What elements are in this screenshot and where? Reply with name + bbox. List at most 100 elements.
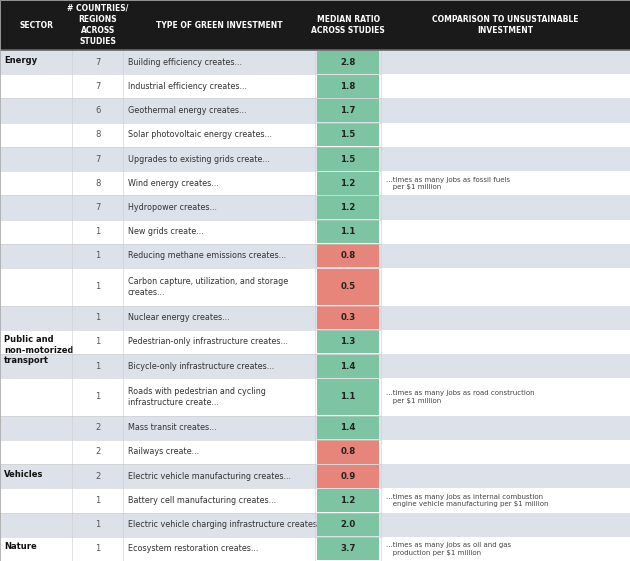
Bar: [0, 513, 630, 537]
Bar: [317, 416, 379, 439]
Text: 1: 1: [95, 362, 100, 371]
Bar: [0, 488, 630, 513]
Bar: [0, 416, 630, 440]
Text: 6: 6: [95, 106, 100, 115]
Text: Building efficiency creates...: Building efficiency creates...: [128, 58, 242, 67]
Text: Roads with pedestrian and cycling
infrastructure create...: Roads with pedestrian and cycling infras…: [128, 387, 266, 407]
Text: Bicycle-only infrastructure creates...: Bicycle-only infrastructure creates...: [128, 362, 274, 371]
Text: 1: 1: [95, 544, 100, 553]
Text: 2.8: 2.8: [340, 58, 356, 67]
Text: 1.2: 1.2: [340, 496, 356, 505]
Text: 1: 1: [95, 251, 100, 260]
Bar: [317, 489, 379, 512]
Text: 2: 2: [95, 423, 100, 432]
Text: 1.8: 1.8: [340, 82, 356, 91]
Bar: [317, 148, 379, 171]
Text: 0.8: 0.8: [340, 448, 356, 457]
Text: 0.9: 0.9: [340, 472, 356, 481]
Bar: [0, 0, 630, 50]
Text: 1.2: 1.2: [340, 179, 356, 188]
Bar: [0, 123, 630, 147]
Bar: [317, 99, 379, 122]
Text: 1: 1: [95, 337, 100, 346]
Text: 0.5: 0.5: [340, 282, 356, 291]
Text: 1.1: 1.1: [340, 392, 356, 402]
Text: 1.2: 1.2: [340, 203, 356, 212]
Text: 1.5: 1.5: [340, 130, 356, 139]
Text: Electric vehicle charging infrastructure creates: Electric vehicle charging infrastructure…: [128, 520, 317, 529]
Text: Industrial efficiency creates...: Industrial efficiency creates...: [128, 82, 247, 91]
Text: 1.3: 1.3: [340, 337, 356, 346]
Text: ...times as many jobs as internal combustion
   engine vehicle manufacturing per: ...times as many jobs as internal combus…: [386, 494, 549, 507]
Text: Ecosystem restoration creates...: Ecosystem restoration creates...: [128, 544, 258, 553]
Text: ...times as many jobs as oil and gas
   production per $1 million: ...times as many jobs as oil and gas pro…: [386, 542, 512, 555]
Text: 8: 8: [95, 130, 100, 139]
Text: Carbon capture, utilization, and storage
creates...: Carbon capture, utilization, and storage…: [128, 277, 288, 297]
Text: 2.0: 2.0: [340, 520, 356, 529]
Text: 7: 7: [95, 58, 100, 67]
Bar: [0, 464, 630, 488]
Text: 1.7: 1.7: [340, 106, 356, 115]
Text: Vehicles: Vehicles: [4, 470, 43, 479]
Text: ...times as many jobs as fossil fuels
   per $1 million: ...times as many jobs as fossil fuels pe…: [386, 177, 510, 190]
Bar: [317, 355, 379, 378]
Bar: [0, 50, 630, 74]
Text: # COUNTRIES/
REGIONS
ACROSS
STUDIES: # COUNTRIES/ REGIONS ACROSS STUDIES: [67, 4, 129, 46]
Text: 7: 7: [95, 203, 100, 212]
Text: Hydropower creates...: Hydropower creates...: [128, 203, 217, 212]
Text: TYPE OF GREEN INVESTMENT: TYPE OF GREEN INVESTMENT: [156, 21, 282, 30]
Bar: [0, 354, 630, 378]
Bar: [317, 513, 379, 536]
Text: New grids create...: New grids create...: [128, 227, 203, 236]
Text: Solar photovoltaic energy creates...: Solar photovoltaic energy creates...: [128, 130, 272, 139]
Text: 1.4: 1.4: [340, 423, 356, 432]
Text: Energy: Energy: [4, 56, 37, 65]
Bar: [0, 537, 630, 561]
Bar: [317, 306, 379, 329]
Text: 2: 2: [95, 472, 100, 481]
Bar: [0, 378, 630, 416]
Text: SECTOR: SECTOR: [20, 21, 53, 30]
Bar: [0, 74, 630, 99]
Text: 1: 1: [95, 520, 100, 529]
Text: 7: 7: [95, 82, 100, 91]
Bar: [0, 440, 630, 464]
Bar: [317, 220, 379, 243]
Text: Electric vehicle manufacturing creates...: Electric vehicle manufacturing creates..…: [128, 472, 291, 481]
Text: 8: 8: [95, 179, 100, 188]
Bar: [317, 465, 379, 488]
Bar: [0, 268, 630, 306]
Text: 3.7: 3.7: [340, 544, 356, 553]
Text: COMPARISON TO UNSUSTAINABLE
INVESTMENT: COMPARISON TO UNSUSTAINABLE INVESTMENT: [432, 15, 579, 35]
Bar: [0, 171, 630, 195]
Bar: [0, 306, 630, 330]
Bar: [0, 330, 630, 354]
Bar: [0, 147, 630, 171]
Text: Railways create...: Railways create...: [128, 448, 199, 457]
Bar: [317, 50, 379, 73]
Text: Geothermal energy creates...: Geothermal energy creates...: [128, 106, 246, 115]
Text: ...times as many jobs as road construction
   per $1 million: ...times as many jobs as road constructi…: [386, 390, 535, 404]
Text: 1: 1: [95, 313, 100, 322]
Text: Nuclear energy creates...: Nuclear energy creates...: [128, 313, 229, 322]
Text: Nature: Nature: [4, 542, 37, 551]
Bar: [0, 99, 630, 123]
Text: 1: 1: [95, 282, 100, 291]
Text: 1.4: 1.4: [340, 362, 356, 371]
Text: 7: 7: [95, 154, 100, 163]
Text: MEDIAN RATIO
ACROSS STUDIES: MEDIAN RATIO ACROSS STUDIES: [311, 15, 385, 35]
Bar: [317, 330, 379, 353]
Bar: [0, 244, 630, 268]
Text: 1: 1: [95, 496, 100, 505]
Text: 0.3: 0.3: [340, 313, 356, 322]
Bar: [0, 195, 630, 219]
Text: Battery cell manufacturing creates...: Battery cell manufacturing creates...: [128, 496, 276, 505]
Bar: [317, 172, 379, 195]
Bar: [317, 537, 379, 560]
Bar: [0, 219, 630, 244]
Bar: [317, 245, 379, 268]
Text: 1.5: 1.5: [340, 154, 356, 163]
Text: Pedestrian-only infrastructure creates...: Pedestrian-only infrastructure creates..…: [128, 337, 288, 346]
Text: Reducing methane emissions creates...: Reducing methane emissions creates...: [128, 251, 286, 260]
Text: 1: 1: [95, 392, 100, 402]
